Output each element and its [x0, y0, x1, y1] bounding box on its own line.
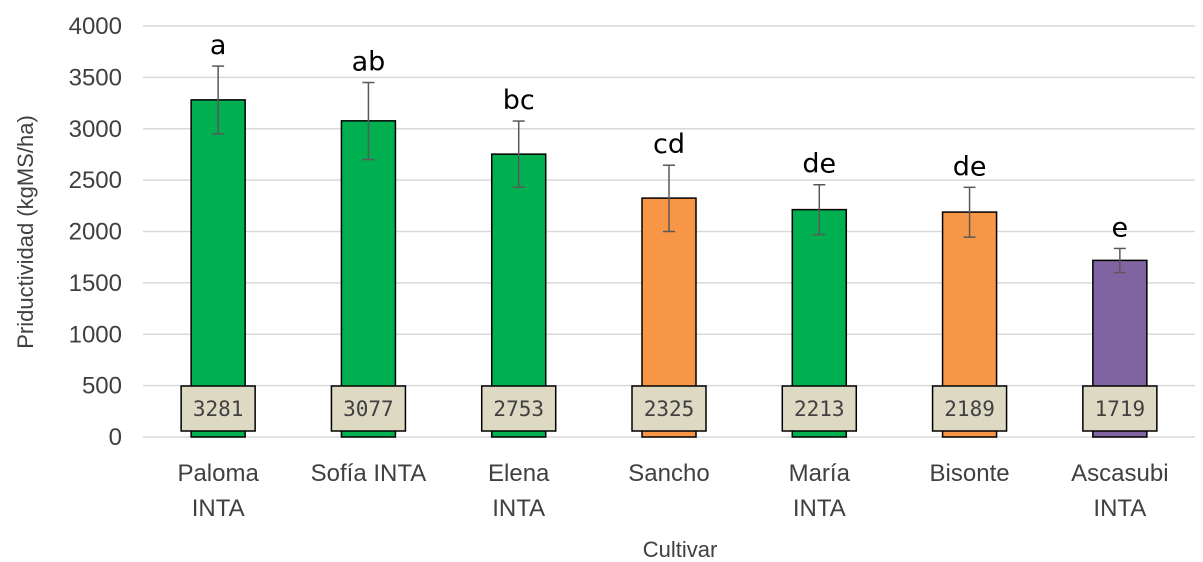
significance-letter: a	[210, 30, 227, 61]
significance-letters: a ab bc cd de de e	[210, 30, 1128, 243]
x-tick-label: Elena	[488, 460, 550, 487]
bar	[340, 120, 397, 438]
y-tick-label: 3000	[69, 116, 122, 143]
x-tick-label: Sancho	[628, 460, 709, 487]
value-label: 2213	[794, 397, 845, 421]
value-label: 2753	[493, 397, 544, 421]
x-tick-label: Bisonte	[930, 460, 1010, 487]
significance-letter: e	[1112, 212, 1129, 243]
value-label-box	[330, 385, 407, 432]
value-label-box	[480, 385, 557, 432]
significance-letter: cd	[653, 129, 685, 160]
value-label: 3281	[193, 397, 244, 421]
x-tick-label: INTA	[192, 495, 245, 522]
significance-letter: bc	[503, 85, 535, 116]
y-tick-label: 500	[82, 373, 122, 400]
x-tick-label: Sofía INTA	[311, 460, 427, 487]
y-axis-ticks: 0 500 1000 1500 2000 2500 3000 3500 4000	[69, 13, 122, 451]
value-label-box	[180, 385, 256, 432]
x-tick-label: INTA	[793, 495, 846, 522]
x-tick-label: Paloma	[177, 460, 259, 487]
x-tick-label: INTA	[1093, 495, 1146, 522]
y-tick-label: 1000	[69, 321, 122, 348]
value-label-box	[1082, 385, 1158, 432]
x-axis-categories: Paloma INTA Sofía INTA Elena INTA Sancho María…	[177, 460, 1168, 522]
y-tick-label: 0	[109, 424, 122, 451]
significance-letter: de	[802, 149, 836, 180]
value-label-box	[631, 385, 707, 432]
y-tick-label: 4000	[69, 13, 122, 40]
y-axis-title: Priductividad (kgMS/ha)	[13, 115, 38, 349]
x-axis-title: Cultivar	[643, 537, 718, 562]
value-label-box	[781, 385, 858, 432]
y-tick-label: 2000	[69, 219, 122, 246]
significance-letter: de	[953, 151, 987, 182]
value-label: 1719	[1095, 397, 1146, 421]
value-label: 2325	[644, 397, 695, 421]
y-tick-label: 1500	[69, 270, 122, 297]
x-tick-label: INTA	[492, 495, 545, 522]
value-label-box	[931, 385, 1008, 432]
y-tick-label: 2500	[69, 167, 122, 194]
y-tick-label: 3500	[69, 64, 122, 91]
value-label: 3077	[343, 397, 394, 421]
x-tick-label: María	[789, 460, 851, 487]
x-tick-label: Ascasubi	[1071, 460, 1168, 487]
bar	[190, 99, 246, 438]
error-bars	[212, 65, 1126, 274]
value-label: 2189	[944, 397, 995, 421]
value-labels: 3281 3077 2753 2325 2213 2189 1719	[180, 385, 1158, 432]
significance-letter: ab	[352, 47, 386, 78]
